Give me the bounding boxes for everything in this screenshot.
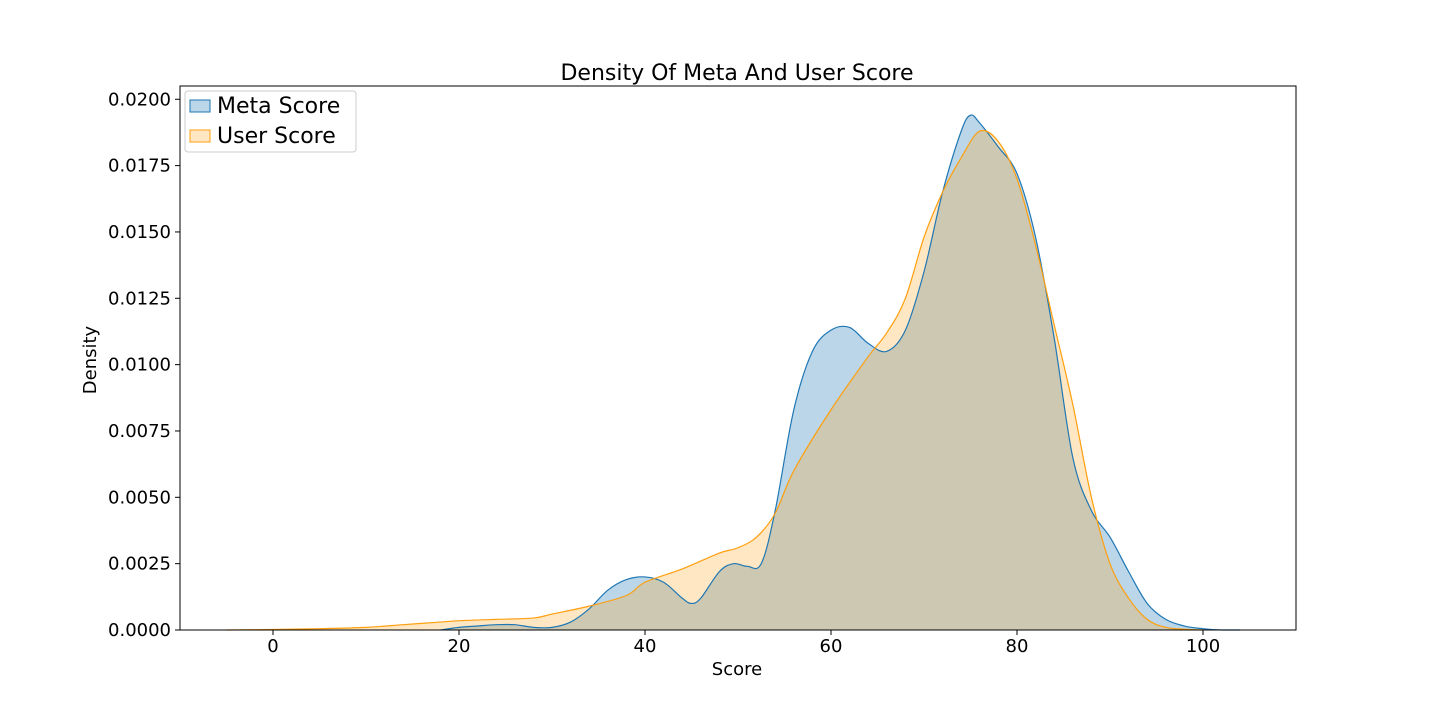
y-tick-label: 0.0125 — [108, 288, 171, 309]
legend-swatch-meta-score — [189, 99, 211, 113]
y-axis-label: Density — [80, 325, 101, 394]
series-layer — [226, 114, 1241, 631]
legend-label-meta-score: Meta Score — [217, 94, 340, 119]
y-tick-label: 0.0200 — [108, 89, 171, 110]
density-area-user-score — [226, 130, 1203, 630]
density-line-meta-score — [440, 114, 1241, 631]
x-axis-label: Score — [712, 659, 762, 680]
x-tick-label: 100 — [1186, 636, 1220, 657]
y-tick-label: 0.0175 — [108, 156, 171, 177]
y-tick-label: 0.0000 — [108, 620, 171, 641]
y-tick-label: 0.0100 — [108, 355, 171, 376]
x-tick-label: 0 — [267, 636, 278, 657]
chart-title: Density Of Meta And User Score — [560, 61, 913, 86]
density-area-meta-score — [440, 114, 1241, 630]
ticks-layer: 0 20 40 60 80 100 0.0000 0.0025 0.0050 0.0075 0.01… — [108, 89, 1220, 657]
y-tick-label: 0.0150 — [108, 222, 171, 243]
legend-box — [184, 90, 357, 153]
density-line-user-score — [226, 129, 1204, 631]
y-tick-label: 0.0025 — [108, 554, 171, 575]
x-tick-label: 80 — [1006, 636, 1029, 657]
y-tick-label: 0.0050 — [108, 487, 171, 508]
x-tick-label: 60 — [820, 636, 843, 657]
legend-label-user-score: User Score — [217, 124, 336, 149]
plot-frame — [179, 85, 1297, 631]
legend: Meta Score User Score — [184, 90, 357, 153]
x-tick-label: 40 — [634, 636, 657, 657]
x-tick-label: 20 — [448, 636, 471, 657]
legend-swatch-user-score — [189, 129, 211, 143]
y-tick-label: 0.0075 — [108, 421, 171, 442]
